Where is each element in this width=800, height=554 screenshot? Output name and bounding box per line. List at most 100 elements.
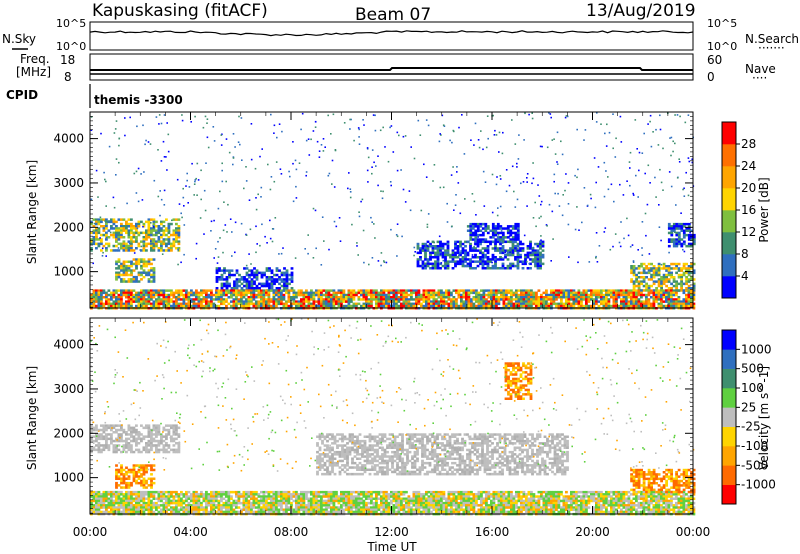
velocity-region-0-cell: [115, 450, 118, 454]
power-region-7-cell: [477, 304, 481, 308]
power-region-7-cell: [167, 289, 171, 292]
power-region-7-cell: [187, 293, 191, 297]
power-region-3-cell: [506, 249, 510, 252]
power-scatter-point: [360, 200, 362, 203]
power-scatter-point: [250, 263, 252, 265]
power-region-7-cell: [692, 296, 696, 299]
power-scatter-point: [321, 216, 324, 218]
power-region-4-cell: [506, 225, 510, 228]
velocity-region-2-cell: [401, 444, 404, 447]
power-region-7-cell: [107, 300, 111, 303]
power-scatter-point: [180, 212, 182, 215]
power-region-3-cell: [539, 242, 542, 246]
power-scatter-point: [239, 143, 241, 146]
power-region-7-cell: [462, 291, 466, 295]
power-region-7-cell: [415, 291, 418, 295]
velocity-region-1-cell: [120, 481, 123, 485]
power-region-7-cell: [132, 300, 136, 303]
power-region-3-cell: [481, 258, 485, 261]
power-region-7-cell: [640, 291, 643, 295]
velocity-region-2-cell: [378, 433, 382, 436]
power-region-7-cell: [552, 291, 556, 295]
power-region-3-cell: [454, 253, 457, 257]
power-region-7-cell: [245, 289, 248, 292]
power-region-3-cell: [436, 245, 440, 248]
power-region-7-cell: [345, 296, 348, 299]
power-region-7-cell: [397, 300, 401, 303]
power-region-7-cell: [505, 289, 508, 292]
power-scatter-point: [158, 123, 160, 125]
power-region-3-cell: [474, 253, 477, 257]
velocity-region-2-cell: [371, 457, 374, 460]
power-scatter-point: [635, 174, 637, 177]
power-region-0-cell: [127, 247, 131, 250]
power-region-7-cell: [580, 300, 583, 303]
velocity-region-2-cell: [348, 439, 352, 443]
power-region-7-cell: [577, 298, 581, 301]
power-region-0-cell: [115, 229, 118, 232]
power-scatter-point: [219, 237, 221, 239]
velocity-region-2-cell: [338, 450, 342, 454]
power-region-3-cell: [424, 258, 427, 261]
power-region-7-cell: [517, 300, 521, 303]
power-region-3-cell: [449, 260, 452, 263]
velocity-region-0-cell: [130, 435, 133, 438]
velocity-region-2-cell: [421, 461, 424, 465]
power-region-3-cell: [479, 260, 482, 263]
power-region-5-cell: [667, 269, 671, 272]
power-region-6-cell: [680, 244, 684, 248]
power-region-2-cell: [235, 280, 239, 283]
power-region-7-cell: [395, 289, 398, 292]
power-scatter-point: [550, 260, 552, 262]
velocity-region-0-cell: [110, 437, 113, 441]
power-scatter-point: [347, 187, 349, 190]
power-region-3-cell: [519, 256, 522, 259]
power-region-2-cell: [290, 273, 294, 277]
power-region-7-cell: [317, 291, 321, 295]
power-region-0-cell: [147, 227, 151, 230]
power-scatter-point: [491, 173, 494, 176]
velocity-region-2-cell: [331, 468, 334, 471]
power-region-2-cell: [265, 269, 269, 272]
power-region-3-cell: [454, 240, 457, 244]
power-region-6-cell: [685, 233, 689, 237]
power-region-7-cell: [500, 298, 503, 301]
power-region-5-cell: [662, 265, 666, 268]
power-region-7-cell: [142, 298, 146, 301]
power-scatter-point: [358, 143, 361, 145]
power-region-2-cell: [215, 280, 219, 283]
power-scatter-point: [564, 116, 567, 119]
power-region-3-cell: [494, 256, 497, 259]
power-scatter-point: [446, 221, 449, 223]
power-scatter-point: [155, 234, 157, 236]
power-region-7-cell: [330, 304, 333, 308]
power-region-7-cell: [125, 291, 128, 295]
power-region-7-cell: [592, 300, 596, 303]
power-region-7-cell: [375, 291, 378, 295]
power-scatter-point: [166, 169, 168, 171]
velocity-region-2-cell: [373, 472, 377, 476]
power-region-7-cell: [502, 289, 506, 292]
power-region-4-cell: [474, 231, 478, 235]
power-region-7-cell: [187, 302, 191, 306]
power-region-7-cell: [280, 296, 283, 299]
power-scatter-point: [358, 128, 360, 131]
power-region-4-cell: [484, 227, 488, 230]
power-region-3-cell: [534, 242, 537, 246]
power-region-7-cell: [570, 293, 573, 297]
power-region-5-cell: [662, 282, 666, 286]
power-region-0-cell: [165, 233, 168, 237]
velocity-region-0-cell: [122, 444, 126, 447]
velocity-region-2-cell: [361, 468, 364, 471]
power-region-0-cell: [162, 242, 166, 246]
power-region-1-cell: [127, 269, 131, 272]
power-region-7-cell: [255, 289, 258, 292]
power-region-1-cell: [130, 269, 133, 272]
power-region-7-cell: [607, 302, 611, 306]
power-region-7-cell: [480, 289, 483, 292]
freq-tick-bottom: 8: [64, 70, 72, 84]
power-scatter-point: [603, 231, 606, 233]
velocity-region-2-cell: [416, 457, 419, 460]
velocity-region-0-cell: [130, 431, 133, 434]
power-region-7-cell: [527, 304, 531, 308]
